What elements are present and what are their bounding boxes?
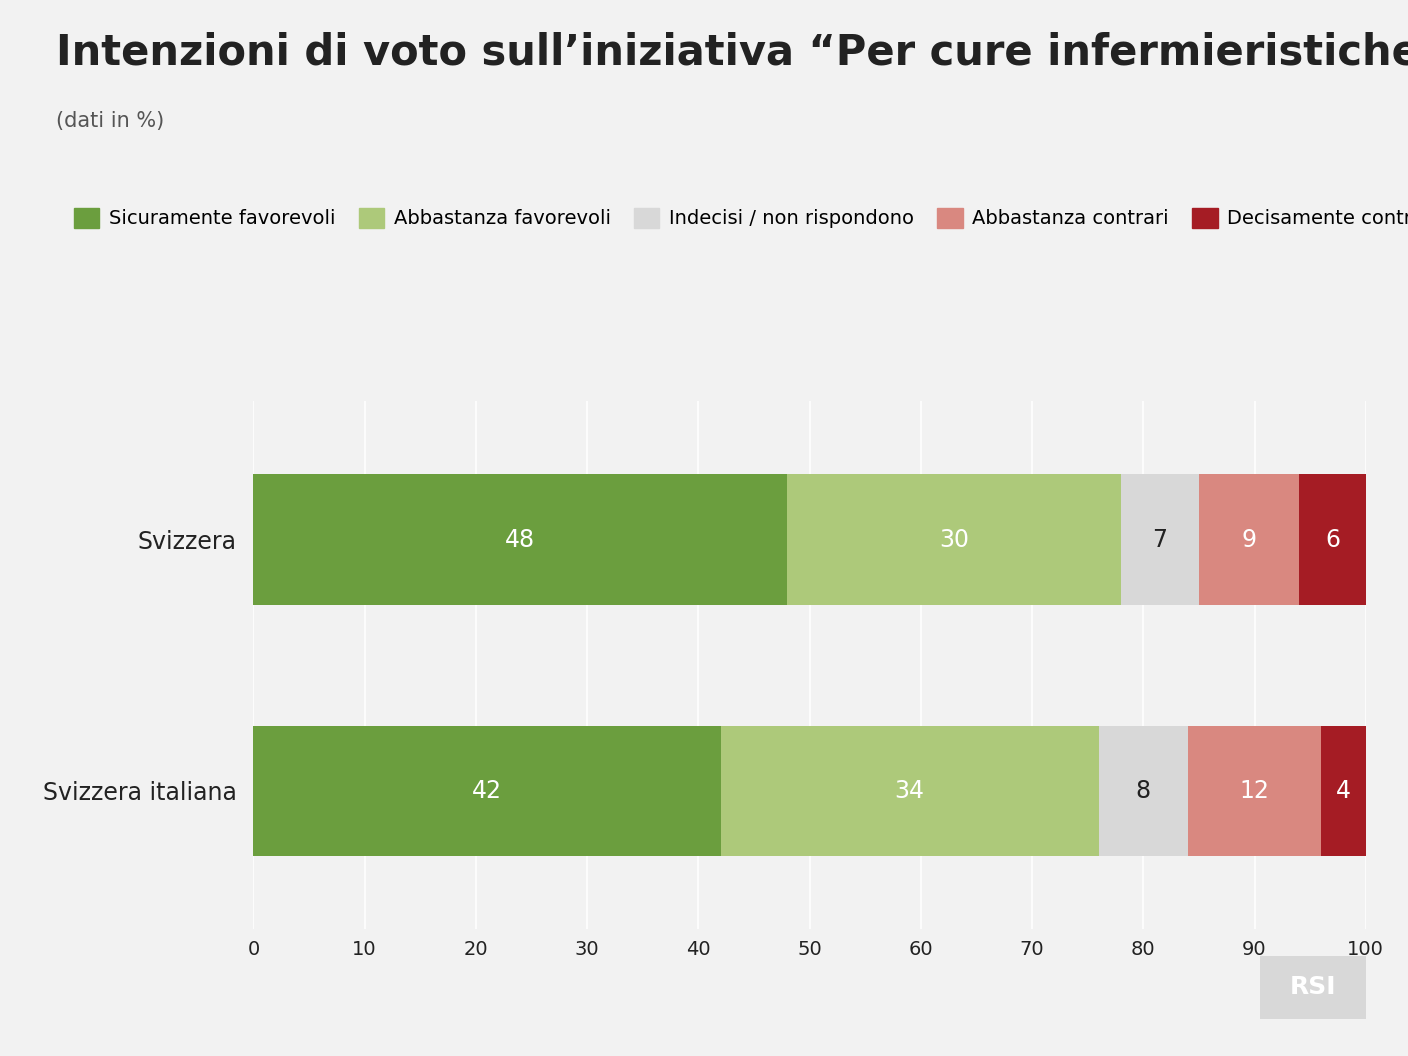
Bar bbox=[253, 474, 787, 605]
Bar bbox=[787, 474, 1121, 605]
Bar bbox=[1188, 725, 1321, 856]
Text: 4: 4 bbox=[1336, 779, 1352, 803]
Text: 7: 7 bbox=[1153, 528, 1167, 551]
Text: (dati in %): (dati in %) bbox=[56, 111, 165, 131]
Text: 48: 48 bbox=[505, 528, 535, 551]
Bar bbox=[1300, 474, 1366, 605]
Text: 12: 12 bbox=[1239, 779, 1270, 803]
Bar bbox=[1198, 474, 1300, 605]
Text: 6: 6 bbox=[1325, 528, 1340, 551]
Text: 8: 8 bbox=[1136, 779, 1150, 803]
Text: 9: 9 bbox=[1242, 528, 1256, 551]
Bar bbox=[1121, 474, 1198, 605]
Text: 30: 30 bbox=[939, 528, 969, 551]
Bar bbox=[721, 725, 1098, 856]
Bar bbox=[253, 725, 721, 856]
Bar bbox=[1321, 725, 1366, 856]
Bar bbox=[1098, 725, 1188, 856]
Text: 34: 34 bbox=[894, 779, 925, 803]
Text: RSI: RSI bbox=[1290, 976, 1336, 999]
Text: 42: 42 bbox=[472, 779, 503, 803]
Text: Intenzioni di voto sull’iniziativa “Per cure infermieristiche forti”: Intenzioni di voto sull’iniziativa “Per … bbox=[56, 32, 1408, 74]
Legend: Sicuramente favorevoli, Abbastanza favorevoli, Indecisi / non rispondono, Abbast: Sicuramente favorevoli, Abbastanza favor… bbox=[66, 200, 1408, 235]
